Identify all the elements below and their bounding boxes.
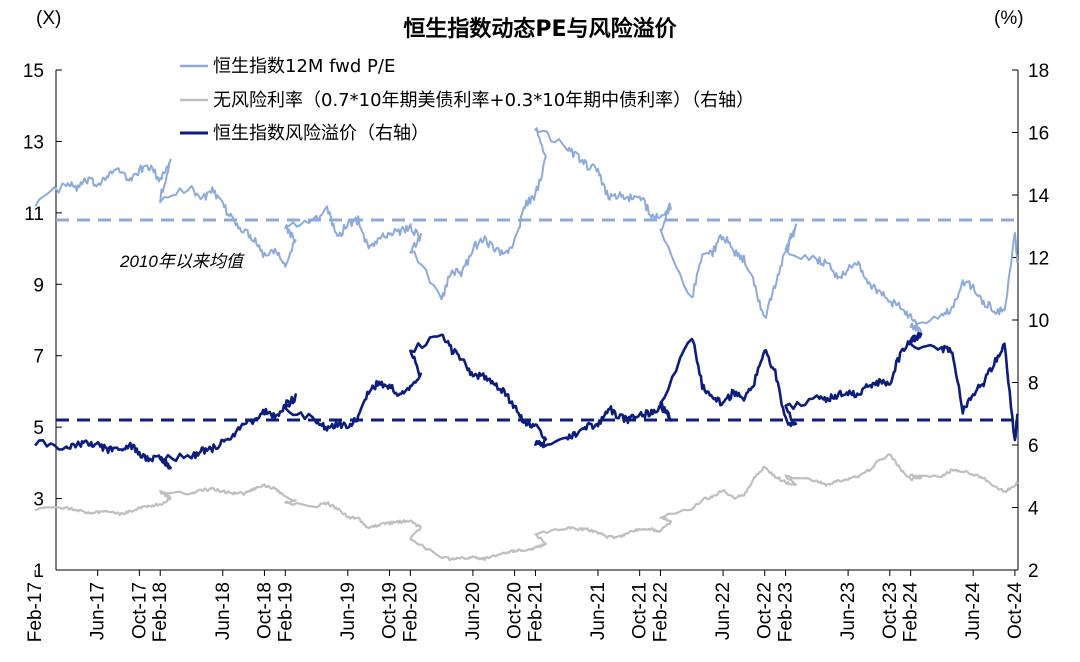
pe-series-line [34, 127, 1019, 334]
x-tick-label: Oct-22 [755, 582, 776, 639]
legend-label-rf: 无风险利率（0.7*10年期美债利率+0.3*10年期中债利率）（右轴） [213, 90, 754, 111]
x-tick-label: Oct-21 [630, 582, 651, 639]
left-tick-label: 5 [33, 418, 44, 439]
legend-label-pe: 恒生指数12M fwd P/E [213, 56, 395, 77]
x-tick-label: Feb-23 [776, 582, 797, 642]
x-tick-label: Jun-18 [213, 582, 234, 640]
x-tick-label: Feb-24 [901, 582, 922, 643]
x-tick-label: Feb-20 [400, 582, 421, 642]
left-tick-label: 3 [33, 490, 44, 511]
right-tick-label: 6 [1028, 436, 1039, 457]
x-tick-label: Feb-22 [651, 582, 672, 642]
x-tick-label: Oct-23 [880, 582, 901, 639]
left-tick-label: 7 [33, 347, 44, 368]
x-tick-label: Jun-19 [338, 582, 359, 640]
x-tick-label: Jun-22 [713, 582, 734, 640]
x-tick-label: Oct-17 [129, 582, 150, 639]
x-tick-label: Feb-17 [25, 582, 46, 642]
right-tick-label: 8 [1028, 374, 1039, 395]
x-tick-label: Feb-19 [275, 582, 296, 642]
x-tick-label: Jun-20 [463, 582, 484, 640]
mean-lines [56, 218, 1018, 422]
legend: 恒生指数12M fwd P/E 无风险利率（0.7*10年期美债利率+0.3*1… [180, 56, 754, 144]
right-tick-label: 2 [1028, 561, 1039, 582]
right-tick-label: 14 [1028, 186, 1050, 207]
x-tick-label: Feb-21 [525, 582, 546, 642]
mean-annotation: 2010年以来均值 [119, 252, 245, 271]
right-tick-label: 18 [1028, 61, 1049, 82]
chart-title: 恒生指数动态PE与风险溢价 [403, 16, 677, 42]
x-tick-label: Jun-17 [88, 582, 109, 640]
x-tick-label: Jun-21 [588, 582, 609, 640]
legend-label-erp: 恒生指数风险溢价（右轴） [213, 123, 429, 144]
x-tick-label: Oct-24 [1005, 582, 1026, 639]
left-tick-label: 1 [33, 561, 44, 582]
right-tick-label: 16 [1028, 124, 1049, 145]
left-tick-label: 9 [33, 275, 44, 296]
rf-series-line [34, 453, 1019, 562]
left-tick-label: 11 [24, 204, 44, 225]
right-tick-label: 12 [1028, 249, 1049, 270]
left-axis-unit: (X) [36, 8, 61, 29]
left-tick-label: 13 [23, 132, 44, 153]
x-tick-label: Feb-18 [150, 582, 171, 642]
x-tick-label: Oct-19 [380, 582, 401, 639]
x-tick-label: Oct-20 [505, 582, 526, 639]
series-group [34, 127, 1019, 562]
left-tick-label: 15 [23, 61, 44, 82]
x-tick-label: Jun-24 [963, 582, 984, 641]
right-tick-label: 4 [1028, 499, 1039, 520]
erp-series-line [34, 331, 1019, 470]
x-tick-label: Jun-23 [838, 582, 859, 640]
x-tick-label: Oct-18 [254, 582, 275, 639]
right-tick-label: 10 [1028, 311, 1049, 332]
right-axis-unit: (%) [994, 8, 1024, 29]
